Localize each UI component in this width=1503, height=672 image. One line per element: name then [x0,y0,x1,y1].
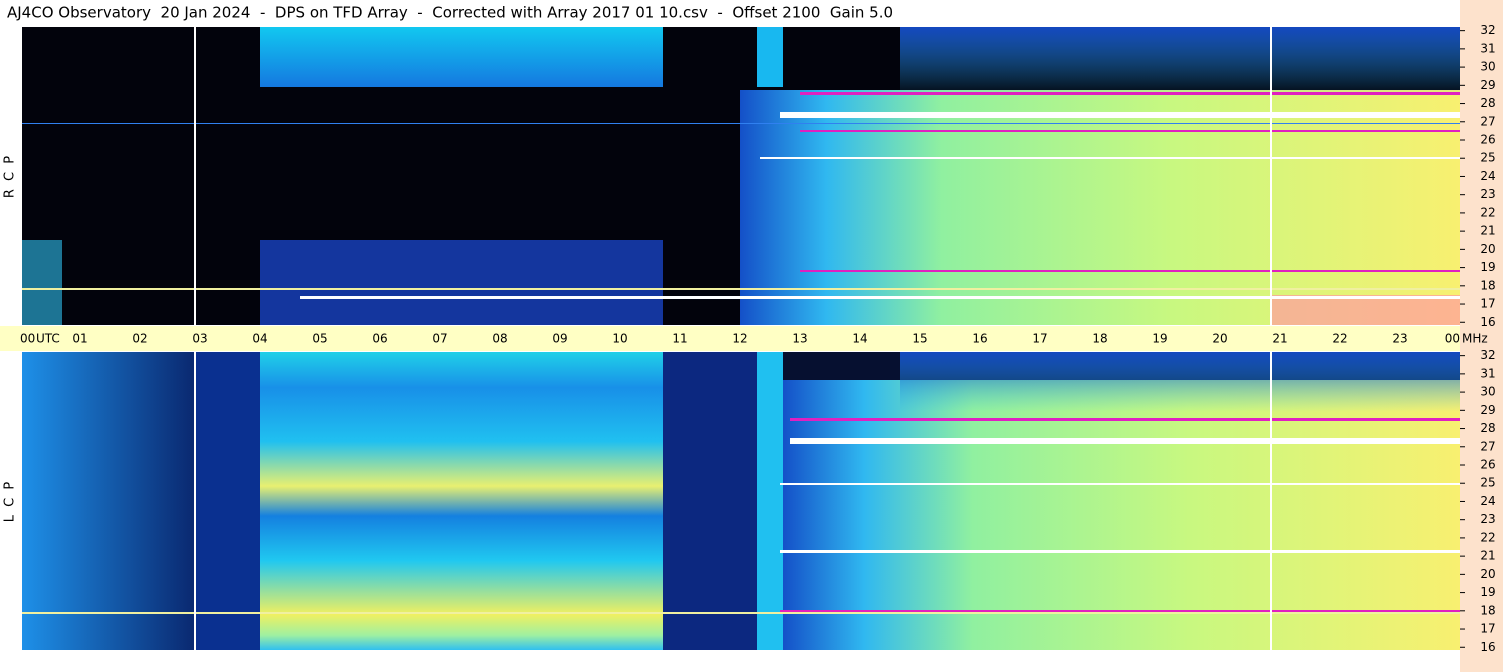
y-tick-label: 32 [1480,348,1495,362]
x-tick-label: 08 [492,332,507,346]
y-tick-label: 19 [1480,585,1495,599]
y-tick-label: 24 [1480,169,1495,183]
y-tick-label: 30 [1480,60,1495,74]
y-tick-label: 20 [1480,242,1495,256]
y-tick-label: 29 [1480,78,1495,92]
y-tick-label: 23 [1480,187,1495,201]
y-tick-label: 17 [1480,297,1495,311]
x-tick-label: 21 [1272,332,1287,346]
x-tick-label: 11 [672,332,687,346]
x-tick-label: 07 [432,332,447,346]
x-tick-label: 20 [1212,332,1227,346]
x-tick-label: 22 [1332,332,1347,346]
y-tick-label: 31 [1480,366,1495,380]
lcp-spectrogram [22,352,1460,650]
x-tick-label: 09 [552,332,567,346]
y-tick-label: 21 [1480,224,1495,238]
y-tick-label: 16 [1480,315,1495,329]
x-tick-label: 00 [20,332,35,346]
y-tick-label: 20 [1480,567,1495,581]
y-tick-label: 23 [1480,512,1495,526]
y-tick-label: 30 [1480,385,1495,399]
axis-strip [1460,0,1503,672]
y-tick-label: 27 [1480,114,1495,128]
x-tick-label: 04 [252,332,267,346]
x-tick-label: 02 [132,332,147,346]
x-tick-label: 18 [1092,332,1107,346]
y-tick-label: 29 [1480,403,1495,417]
x-tick-label: 12 [732,332,747,346]
x-tick-label: 17 [1032,332,1047,346]
x-tick-label: 16 [972,332,987,346]
title: AJ4CO Observatory 20 Jan 2024 - DPS on T… [7,4,893,22]
y-tick-label: 24 [1480,494,1495,508]
y-tick-label: 19 [1480,260,1495,274]
x-axis-label: UTC [36,332,60,346]
x-tick-label: 19 [1152,332,1167,346]
y-tick-label: 32 [1480,23,1495,37]
y-tick-label: 28 [1480,96,1495,110]
y-tick-label: 25 [1480,476,1495,490]
x-tick-label: 05 [312,332,327,346]
x-tick-label: 06 [372,332,387,346]
y-tick-label: 25 [1480,151,1495,165]
y-tick-label: 28 [1480,421,1495,435]
x-tick-label: 00 [1445,332,1460,346]
time-band [0,326,1460,351]
panel-label: R C P [3,154,18,198]
y-tick-label: 22 [1480,530,1495,544]
x-tick-label: 14 [852,332,867,346]
x-tick-label: 13 [792,332,807,346]
panel-label: L C P [3,480,18,522]
x-tick-label: 01 [72,332,87,346]
y-unit-label: MHz [1462,332,1488,346]
x-tick-label: 03 [192,332,207,346]
y-tick-label: 21 [1480,549,1495,563]
y-tick-label: 31 [1480,41,1495,55]
y-tick-label: 26 [1480,458,1495,472]
y-tick-label: 18 [1480,278,1495,292]
rcp-spectrogram [22,27,1460,325]
y-tick-label: 16 [1480,640,1495,654]
x-tick-label: 10 [612,332,627,346]
y-tick-label: 17 [1480,622,1495,636]
y-tick-label: 27 [1480,439,1495,453]
x-tick-label: 23 [1392,332,1407,346]
x-tick-label: 15 [912,332,927,346]
y-tick-label: 18 [1480,603,1495,617]
y-tick-label: 22 [1480,205,1495,219]
y-tick-label: 26 [1480,133,1495,147]
